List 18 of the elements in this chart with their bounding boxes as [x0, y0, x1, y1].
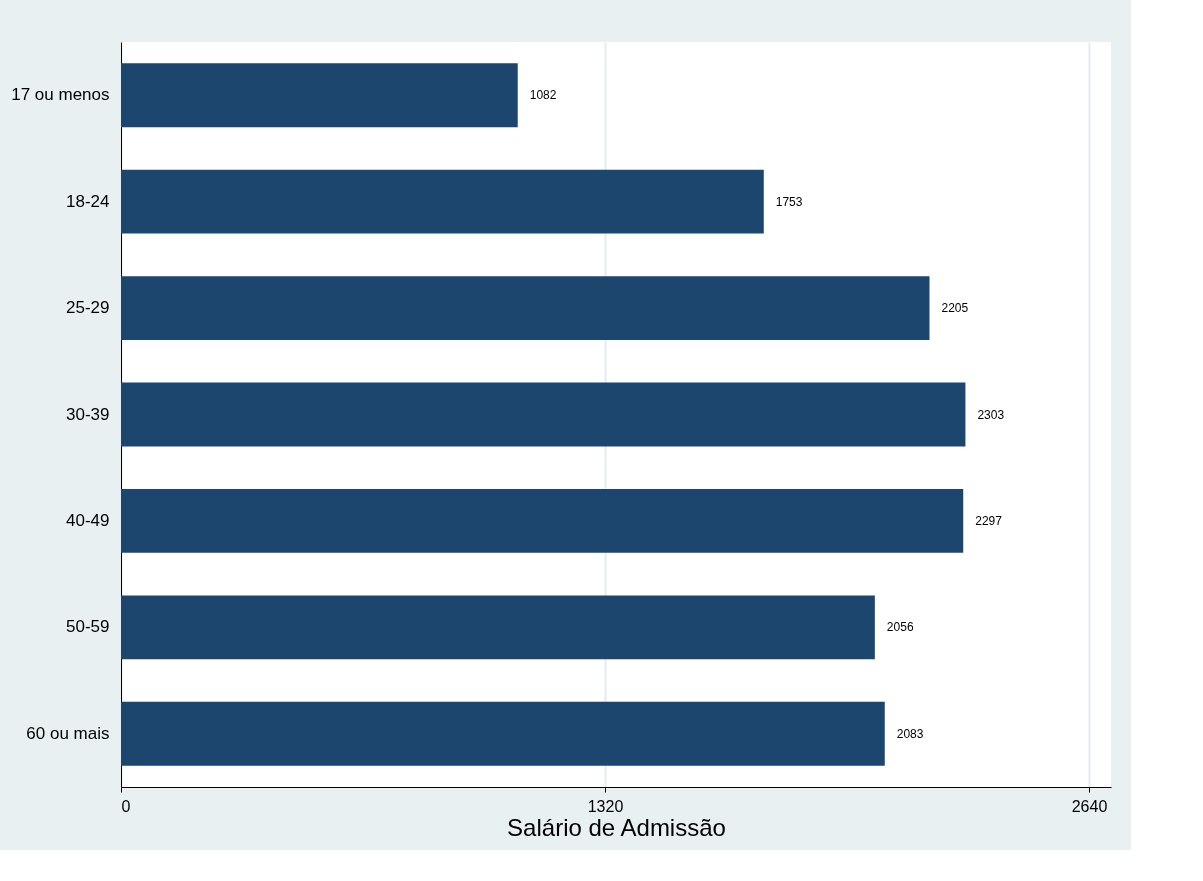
data-label: 2297	[975, 513, 1003, 528]
data-label: 1753	[775, 194, 803, 209]
y-tick-label: 25-29	[66, 298, 110, 318]
x-tick-label: 2640	[1071, 797, 1108, 815]
y-tick-label: 17 ou menos	[11, 85, 110, 105]
y-tick-label: 50-59	[66, 617, 110, 637]
y-tick-label: 30-39	[66, 404, 110, 424]
y-tick-label: 18-24	[66, 191, 110, 211]
x-axis-title: Salário de Admissão	[507, 813, 726, 841]
data-label: 2205	[941, 301, 969, 316]
y-tick-label: 60 ou mais	[26, 723, 110, 743]
data-label: 2303	[977, 407, 1005, 422]
data-label: 2083	[896, 726, 924, 741]
x-tick-label: 1320	[587, 797, 624, 815]
x-tick-label: 0	[121, 797, 131, 815]
data-label: 2056	[886, 620, 914, 635]
y-tick-label: 40-49	[66, 510, 110, 530]
data-label: 1082	[529, 88, 557, 103]
